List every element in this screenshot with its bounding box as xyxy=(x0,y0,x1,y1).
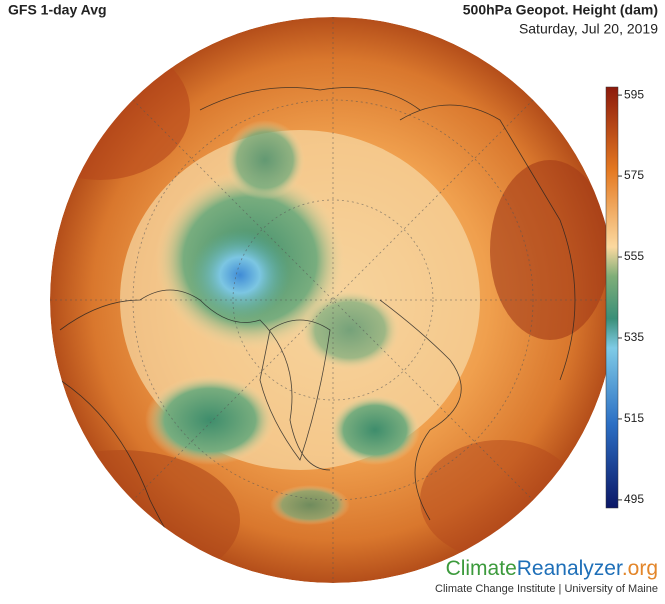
logo-part: Reanalyzer xyxy=(517,557,623,580)
logo-part: .org xyxy=(622,557,658,580)
title: GFS 1-day Avg xyxy=(8,2,107,18)
colorbar-tick-label: 555 xyxy=(624,249,644,263)
variable: 500hPa Geopot. Height (dam) xyxy=(463,2,658,18)
colorbar-tick-label: 515 xyxy=(624,411,644,425)
logo-subtitle: Climate Change Institute | University of… xyxy=(435,583,658,595)
colorbar-tick-label: 575 xyxy=(624,168,644,182)
colorbar: 595 575 555 535 515 495 xyxy=(605,86,644,509)
date: Saturday, Jul 20, 2019 xyxy=(519,21,658,37)
colorbar-ramp xyxy=(605,86,619,509)
colorbar-tick-label: 495 xyxy=(624,492,644,506)
colorbar-tick-label: 595 xyxy=(624,87,644,101)
logo-part: Climate xyxy=(446,557,517,580)
colorbar-tick-label: 535 xyxy=(624,330,644,344)
logo: ClimateReanalyzer.org xyxy=(446,557,658,580)
globe xyxy=(50,17,616,583)
